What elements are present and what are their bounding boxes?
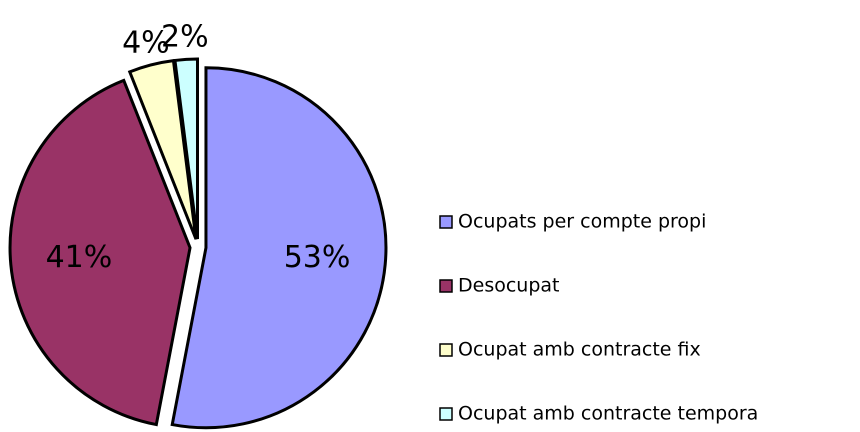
pie-slice (127, 58, 198, 240)
legend-label: Ocupat amb contracte tempora (458, 403, 758, 425)
slice-label: 41% (46, 240, 113, 275)
slice-label: 2% (161, 19, 209, 54)
pie-slice (173, 57, 199, 240)
legend-swatch (439, 215, 453, 229)
legend-swatch (439, 279, 453, 293)
legend-label: Ocupats per compte propi (458, 211, 706, 233)
legend-label: Desocupat (458, 275, 560, 297)
slice-label: 53% (284, 240, 351, 275)
pie-slice (170, 66, 388, 430)
slice-label: 4% (122, 25, 170, 60)
legend-label: Ocupat amb contracte fix (458, 339, 701, 361)
pie-slice (8, 78, 192, 427)
legend-swatch (439, 343, 453, 357)
legend-swatch (439, 407, 453, 421)
